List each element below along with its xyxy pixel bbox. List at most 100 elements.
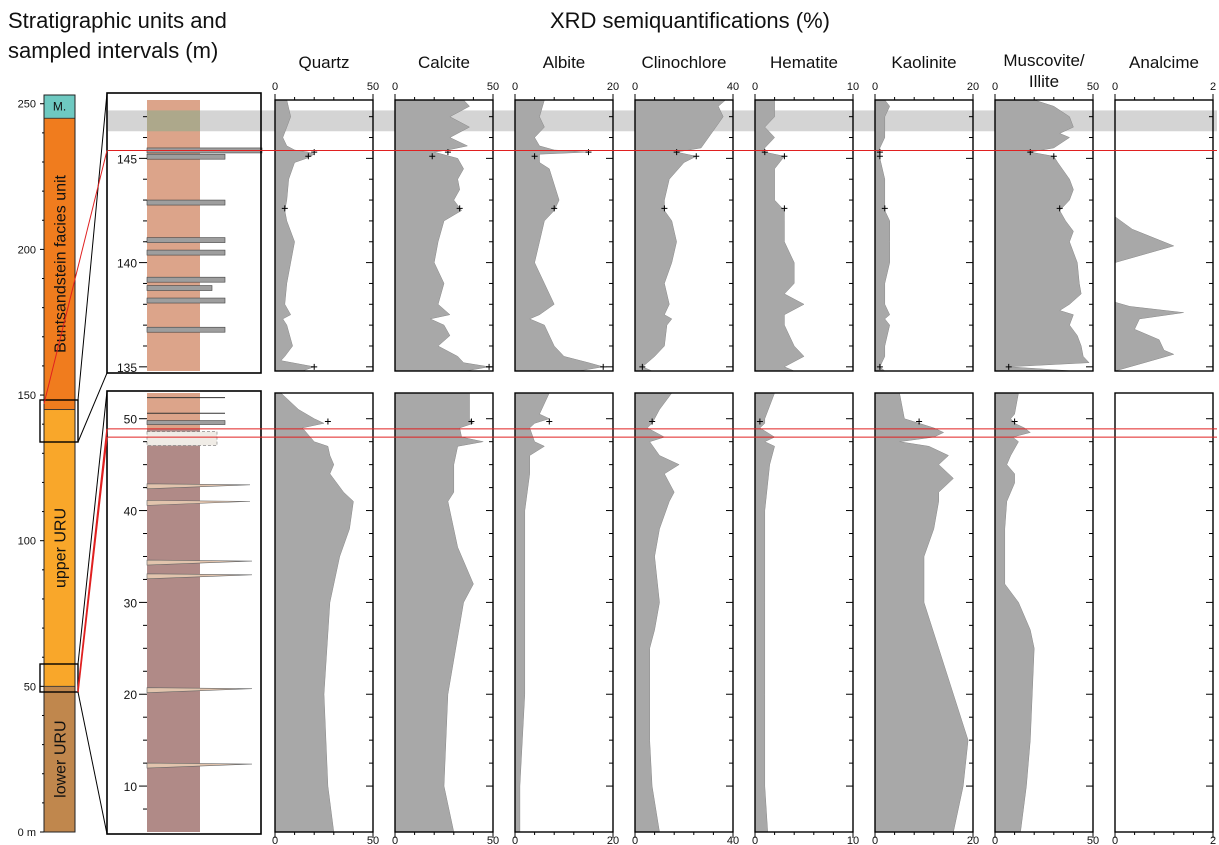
unit-label-2: Buntsandstein facies unit bbox=[53, 174, 70, 352]
top-tick-min-1: 0 bbox=[272, 81, 278, 93]
panel-3: Albite 0 20 0 20 bbox=[512, 53, 619, 845]
red-connector bbox=[77, 437, 108, 693]
series-name-8: Analcime bbox=[1129, 53, 1199, 72]
sample-marker bbox=[324, 418, 331, 425]
bed-lower-dashed bbox=[146, 431, 218, 446]
bed-upper bbox=[146, 285, 213, 291]
sample-marker bbox=[1005, 363, 1012, 370]
sample-marker bbox=[305, 153, 312, 160]
frame-lower-7 bbox=[994, 392, 1094, 833]
panel-5: Hematite 0 10 0 10 bbox=[752, 53, 859, 845]
area-lower-7 bbox=[994, 392, 1035, 833]
connector-line bbox=[77, 372, 108, 443]
sample-marker bbox=[456, 205, 463, 212]
strat-tick-label-2: 200 bbox=[18, 244, 36, 256]
sample-marker bbox=[1056, 205, 1063, 212]
sample-marker bbox=[781, 205, 788, 212]
top-tick-max-8: 2 bbox=[1210, 81, 1216, 93]
area-lower-4 bbox=[634, 392, 680, 833]
bottom-tick-max-1: 50 bbox=[367, 835, 379, 845]
bed-upper bbox=[146, 297, 226, 304]
bed-upper bbox=[146, 249, 226, 256]
bed-lower bbox=[146, 483, 251, 490]
left-title-line1: Stratigraphic units and bbox=[8, 8, 227, 33]
sample-marker bbox=[881, 205, 888, 212]
frame-lower-5 bbox=[754, 392, 854, 833]
bed-upper bbox=[146, 326, 226, 333]
area-upper-2 bbox=[394, 99, 490, 372]
connector-line bbox=[77, 390, 108, 665]
frame-upper-1 bbox=[274, 99, 374, 372]
bed-upper bbox=[146, 199, 226, 206]
sample-marker bbox=[693, 153, 700, 160]
top-tick-max-5: 10 bbox=[847, 81, 859, 93]
bottom-tick-min-6: 0 bbox=[872, 835, 878, 845]
sample-marker bbox=[468, 418, 475, 425]
frame-lower-2 bbox=[394, 392, 494, 833]
series-name-3: Albite bbox=[543, 53, 586, 72]
section-lower-label-4: 20 bbox=[124, 688, 138, 702]
unit-2 bbox=[43, 117, 76, 411]
strat-tick-label-5: 50 bbox=[24, 681, 36, 693]
sample-marker bbox=[1011, 418, 1018, 425]
series-name-5: Hematite bbox=[770, 53, 838, 72]
sample-marker bbox=[311, 363, 318, 370]
bed-upper bbox=[146, 276, 226, 283]
lithology-upper-shaded bbox=[147, 110, 200, 132]
frame-lower-8 bbox=[1114, 392, 1214, 833]
sample-marker bbox=[639, 363, 646, 370]
bed-upper bbox=[146, 153, 226, 160]
sample-marker bbox=[756, 418, 763, 425]
strat-tick-label-3: 150 bbox=[18, 390, 36, 402]
section-frame-upper bbox=[106, 92, 262, 374]
series-name-1: Quartz bbox=[298, 53, 349, 72]
series-name-7-line2: Illite bbox=[1029, 72, 1059, 91]
bottom-tick-min-2: 0 bbox=[392, 835, 398, 845]
bed-lower bbox=[146, 559, 253, 566]
sample-marker bbox=[661, 205, 668, 212]
sample-marker bbox=[1050, 153, 1057, 160]
sample-marker bbox=[486, 363, 493, 370]
bottom-tick-max-2: 50 bbox=[487, 835, 499, 845]
bed-lower bbox=[146, 573, 253, 580]
unit-3 bbox=[43, 409, 76, 687]
sample-marker bbox=[781, 153, 788, 160]
section-lower-label-3: 30 bbox=[124, 596, 138, 610]
sample-marker bbox=[649, 418, 656, 425]
bottom-tick-min-3: 0 bbox=[512, 835, 518, 845]
area-upper-7 bbox=[994, 99, 1090, 372]
series-name-2: Calcite bbox=[418, 53, 470, 72]
bottom-tick-max-8: 2 bbox=[1210, 835, 1216, 845]
lithology-upper bbox=[147, 100, 200, 371]
top-tick-max-4: 40 bbox=[727, 81, 739, 93]
sample-marker bbox=[600, 363, 607, 370]
top-tick-max-2: 50 bbox=[487, 81, 499, 93]
area-upper-4 bbox=[634, 99, 727, 372]
bed-lower bbox=[146, 762, 253, 769]
top-tick-min-7: 0 bbox=[992, 81, 998, 93]
bottom-tick-min-7: 0 bbox=[992, 835, 998, 845]
frame-upper-3 bbox=[514, 99, 614, 372]
left-title-line2: sampled intervals (m) bbox=[8, 38, 218, 63]
section-lower-label-5: 10 bbox=[124, 780, 138, 794]
panel-1: Quartz 0 50 0 50 bbox=[272, 53, 379, 845]
red-connector bbox=[43, 150, 108, 404]
red-marker-lines bbox=[108, 149, 1217, 438]
bottom-tick-min-8: 0 bbox=[1112, 835, 1118, 845]
top-tick-max-6: 20 bbox=[967, 81, 979, 93]
bottom-tick-min-4: 0 bbox=[632, 835, 638, 845]
top-tick-min-6: 0 bbox=[872, 81, 878, 93]
area-upper-8 bbox=[1114, 216, 1184, 372]
panel-6: Kaolinite 0 20 0 20 bbox=[872, 53, 979, 845]
strat-tick-label-6: 0 m bbox=[18, 827, 36, 839]
strat-frame bbox=[43, 94, 76, 833]
area-lower-6 bbox=[874, 392, 969, 833]
sample-marker bbox=[429, 153, 436, 160]
unit-label-3: upper URU bbox=[53, 508, 70, 588]
sample-marker bbox=[876, 363, 883, 370]
right-title: XRD semiquantifications (%) bbox=[550, 8, 830, 33]
sample-marker bbox=[876, 153, 883, 160]
area-upper-6 bbox=[874, 99, 891, 372]
